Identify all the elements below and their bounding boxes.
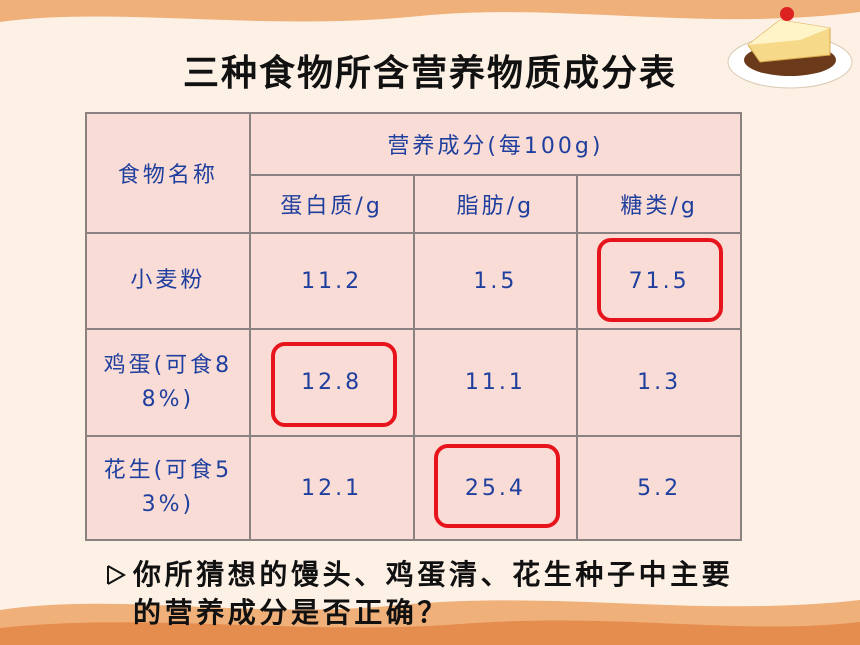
value: 11.1	[464, 370, 526, 395]
value: 25.4	[464, 475, 526, 501]
value-cell: 11.1	[412, 328, 579, 437]
question-text: 你所猜想的馒头、鸡蛋清、花生种子中主要的营养成分是否正确？	[133, 558, 734, 629]
food-name-cell: 小麦粉	[85, 232, 251, 330]
header-cell: 食物名称	[85, 112, 251, 234]
value: 71.5	[628, 268, 690, 294]
value-cell: 11.2	[248, 232, 415, 330]
food-name: 鸡蛋(可食88%)	[103, 352, 233, 412]
value-cell: 12.8	[248, 328, 415, 437]
food-name: 花生(可食53%)	[103, 458, 233, 517]
value-cell: 5.2	[576, 435, 742, 541]
food-name-cell: 花生(可食53%)	[85, 435, 251, 541]
value: 5.2	[637, 475, 682, 501]
header-cell: 糖类/g	[576, 174, 742, 234]
value-cell: 1.5	[412, 232, 579, 330]
food-name-cell: 鸡蛋(可食88%)	[85, 328, 251, 437]
header-cell: 蛋白质/g	[248, 174, 415, 234]
food-name: 小麦粉	[130, 268, 206, 293]
slide-title: 三种食物所含营养物质成分表	[182, 53, 677, 94]
value: 1.3	[637, 370, 682, 395]
value-cell: 71.5	[576, 232, 742, 330]
value: 1.5	[473, 268, 518, 294]
value: 11.2	[301, 268, 363, 294]
value: 12.8	[301, 370, 363, 395]
nutrition-table: 食物名称 营养成分(每100g) 蛋白质/g 脂肪/g 糖类/g 小麦粉 11.2 1.…	[85, 112, 743, 541]
value-cell: 12.1	[248, 435, 415, 541]
value-cell: 1.3	[576, 328, 742, 437]
header-cell: 脂肪/g	[412, 174, 579, 234]
cake-icon	[727, 7, 853, 89]
value: 12.1	[301, 475, 363, 501]
value-cell: 25.4	[412, 435, 579, 541]
header-cell: 营养成分(每100g)	[248, 112, 743, 176]
